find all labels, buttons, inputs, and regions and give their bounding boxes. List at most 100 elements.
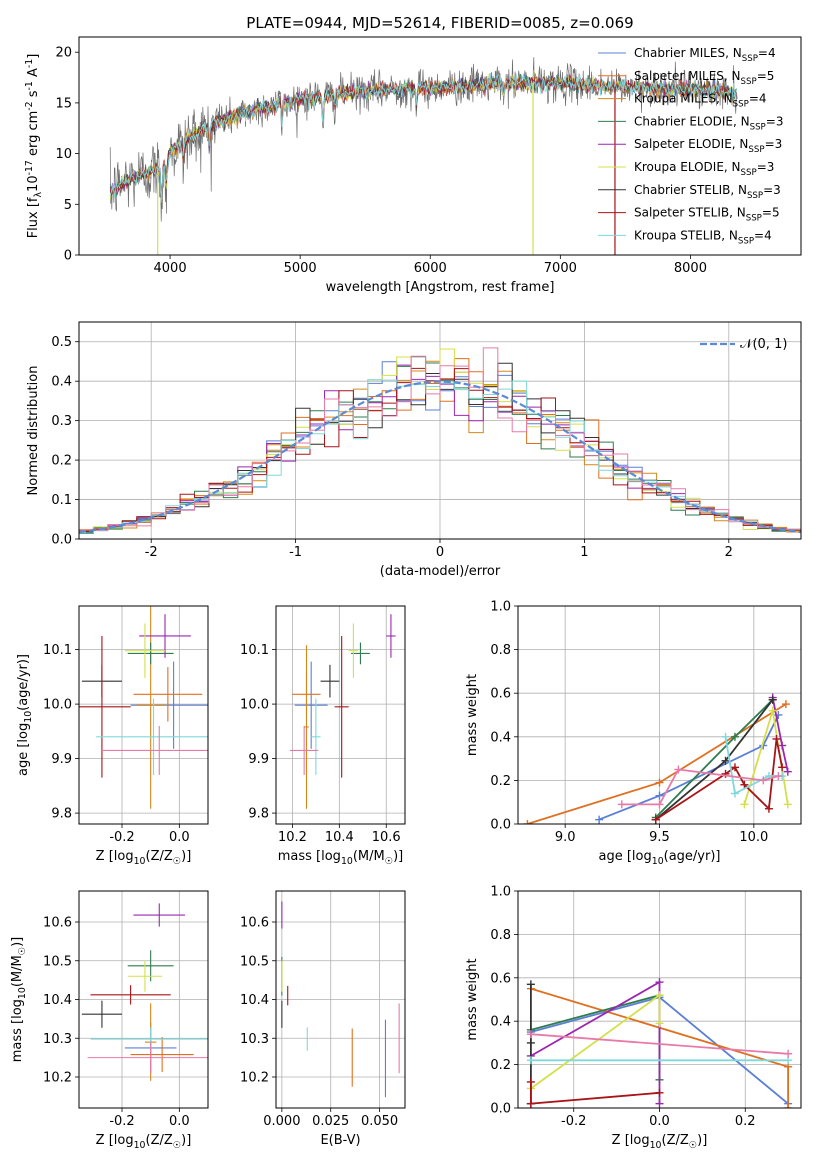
x-tick-label: 7000	[544, 261, 577, 276]
legend-label: Kroupa STELIB, NSSP=4	[634, 228, 772, 246]
x-tick-label: 4000	[154, 261, 187, 276]
legend-label: Salpeter STELIB, NSSP=5	[634, 206, 780, 224]
x-axis-label: (data-model)/error	[380, 564, 501, 579]
y-tick-label: 0.2	[490, 1058, 511, 1073]
x-tick-label: 8000	[674, 261, 707, 276]
y-tick-label: 10.0	[240, 698, 269, 713]
model-fit-line	[109, 73, 738, 199]
legend-label: Salpeter MILES, NSSP=5	[634, 69, 774, 87]
x-tick-label: 6000	[414, 261, 447, 276]
y-tick-label: 0.8	[490, 928, 511, 943]
legend-label: Kroupa ELODIE, NSSP=3	[634, 160, 774, 178]
normal-distribution-curve	[79, 380, 801, 534]
plot-area	[81, 903, 208, 1081]
y-tick-label: 0.5	[51, 335, 72, 350]
y-tick-label: 10.1	[43, 643, 72, 658]
x-tick-label: -1	[289, 545, 302, 560]
plot-area	[281, 901, 400, 1098]
y-tick-label: 10.6	[43, 916, 72, 931]
y-tick-label: 10.4	[43, 993, 72, 1008]
axes-frame	[517, 890, 802, 1109]
y-tick-label: 9.8	[51, 807, 72, 822]
legend-label: Chabrier ELODIE, NSSP=3	[634, 114, 783, 132]
axes-frame	[275, 605, 406, 825]
legend-label-gaussian: 𝒩(0, 1)	[740, 337, 787, 352]
massweight-vs-metallicity-panel: -0.2 0.0 0.2 0.0 0.2 0.4 0.6 0.8 1.0 Z [log10(Z/Z…	[465, 885, 802, 1151]
y-tick-label: 9.9	[51, 752, 72, 767]
y-tick-label: 0.6	[490, 971, 511, 986]
y-tick-label: 0.1	[51, 493, 72, 508]
x-tick-label: 0.050	[361, 1114, 398, 1129]
axes-frame	[78, 36, 802, 256]
x-tick-label: 5000	[284, 261, 317, 276]
x-axis-label: age [log10(age/yr)]	[599, 849, 721, 867]
y-axis-label: Normed distribution	[26, 366, 41, 496]
x-tick-label: -0.2	[109, 1114, 134, 1129]
x-tick-label: 0	[436, 545, 444, 560]
y-tick-label: 0.6	[490, 687, 511, 702]
x-tick-label: 1	[580, 545, 588, 560]
y-tick-label: 20	[55, 46, 72, 61]
y-tick-label: 1.0	[490, 885, 511, 900]
y-tick-label: 10.5	[240, 954, 269, 969]
x-axis-label: E(B-V)	[320, 1133, 360, 1148]
y-tick-label: 10.1	[240, 643, 269, 658]
plot-area	[79, 606, 208, 809]
x-axis-label: Z [log10(Z/Z☉)]	[612, 1133, 708, 1151]
x-tick-label: -0.2	[109, 830, 134, 845]
y-tick-label: 0.8	[490, 643, 511, 658]
y-tick-label: 0.2	[51, 454, 72, 469]
plot-area	[79, 347, 801, 539]
y-tick-label: 10.3	[240, 1032, 269, 1047]
y-tick-label: 5	[64, 198, 72, 213]
y-axis-label: mass [log10(M/M☉)]	[10, 937, 28, 1063]
y-tick-label: 0.4	[490, 730, 511, 745]
mass-weight-series-line	[530, 1033, 789, 1055]
y-tick-label: 10.0	[43, 698, 72, 713]
y-tick-label: 9.8	[248, 807, 269, 822]
y-axis-label: mass weight	[465, 958, 480, 1040]
plot-area	[290, 614, 396, 809]
y-tick-label: 0.4	[490, 1015, 511, 1030]
legend-label: Salpeter ELODIE, NSSP=3	[634, 137, 782, 155]
x-tick-label: 0.2	[735, 1114, 756, 1129]
y-tick-label: 0.0	[51, 533, 72, 548]
y-tick-label: 10.5	[43, 954, 72, 969]
y-tick-label: 10	[55, 147, 72, 162]
mass-vs-metallicity-panel: -0.2 0.0 10.2 10.3 10.4 10.5 10.6 Z [log10(Z/Z☉…	[10, 890, 209, 1151]
axes-frame	[78, 605, 209, 825]
y-tick-label: 15	[55, 96, 72, 111]
mass-weight-series-line	[655, 699, 774, 819]
y-axis-label: mass weight	[465, 674, 480, 756]
x-axis-label: mass [log10(M/M☉)]	[278, 849, 404, 867]
residual-histogram-step	[79, 347, 801, 539]
y-tick-label: 10.2	[43, 1071, 72, 1086]
y-tick-label: 0.3	[51, 414, 72, 429]
x-tick-label: 10.6	[372, 830, 401, 845]
age-vs-metallicity-panel: -0.2 0.0 9.8 9.9 10.0 10.1 Z [log10(Z/Z☉)] age …	[16, 605, 209, 867]
legend-label: Chabrier STELIB, NSSP=3	[634, 183, 781, 201]
x-tick-label: 9.0	[555, 830, 576, 845]
mass-weight-series-line	[527, 703, 787, 824]
x-axis-label: Z [log10(Z/Z☉)]	[96, 849, 192, 867]
massweight-vs-age-panel: 9.0 9.5 10.0 0.0 0.2 0.4 0.6 0.8 1.0 age [log10(a…	[465, 600, 802, 867]
model-fit-line	[109, 74, 738, 197]
x-axis-label: Z [log10(Z/Z☉)]	[96, 1133, 192, 1151]
axes-frame	[517, 605, 802, 825]
residual-histogram-panel: -2 -1 0 1 2 0.0 0.1 0.2 0.3 0.4 0.5 (data-model)/er…	[26, 321, 802, 579]
age-vs-mass-panel: 10.2 10.4 10.6 9.8 9.9 10.0 10.1 mass [log10(M/…	[240, 605, 406, 867]
chart-title: PLATE=0944, MJD=52614, FIBERID=0085, z=0…	[246, 14, 633, 32]
spectrum-panel: 4000 5000 6000 7000 8000 0 5 10 15 20 wavelength […	[24, 14, 802, 295]
axes-frame	[78, 890, 209, 1109]
plot-area	[523, 693, 792, 824]
y-axis-label: age [log10(age/yr)]	[16, 654, 34, 776]
legend-label: Chabrier MILES, NSSP=4	[634, 46, 776, 64]
x-tick-label: 2	[725, 545, 733, 560]
y-tick-label: 1.0	[490, 600, 511, 615]
x-axis-label: wavelength [Angstrom, rest frame]	[326, 280, 555, 295]
legend-label: Kroupa MILES, NSSP=4	[634, 92, 767, 110]
plot-area	[526, 978, 793, 1108]
y-tick-label: 10.2	[240, 1071, 269, 1086]
x-tick-label: -0.2	[561, 1114, 586, 1129]
y-tick-label: 0.0	[490, 1102, 511, 1117]
